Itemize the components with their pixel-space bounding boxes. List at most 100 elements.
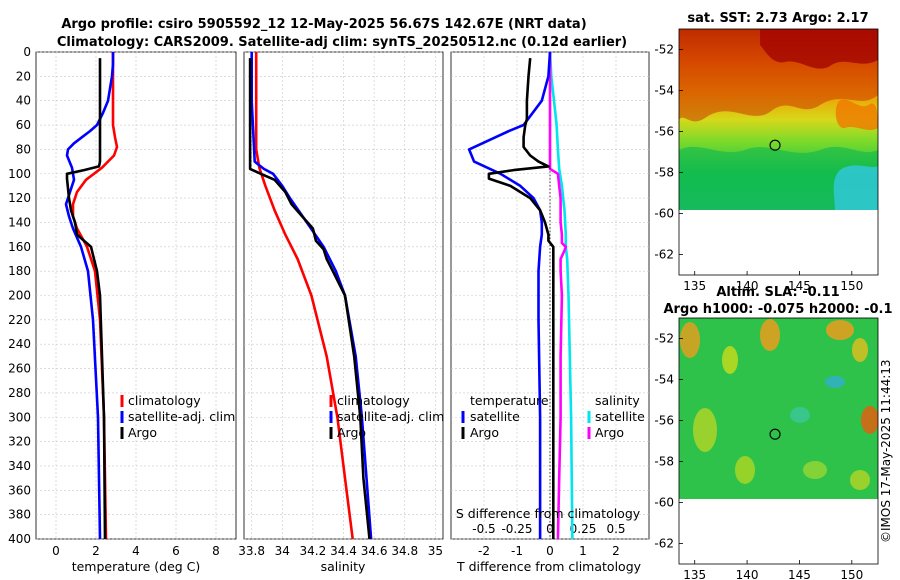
sla-blob bbox=[722, 346, 738, 374]
x-tick-label: 0 bbox=[546, 544, 554, 558]
legend-label-climatology-sal: climatology bbox=[337, 393, 410, 408]
sst-map-ticks: -52 -54 -56 -58 -60 -62 135 140 145 150 bbox=[654, 43, 863, 294]
temperature-diff-satellite-line bbox=[467, 51, 552, 539]
x-tick-label: -1 bbox=[511, 544, 523, 558]
grid-layer bbox=[36, 51, 649, 540]
x-tick-label: 33.8 bbox=[238, 544, 265, 558]
difference-xlabel: T difference from climatology bbox=[456, 559, 642, 574]
depth-tick-label: 400 bbox=[8, 532, 31, 546]
sla-blob bbox=[826, 320, 854, 340]
sla-map-ticks: -52 -54 -56 -58 -60 -62 135 140 145 150 bbox=[654, 332, 863, 580]
legend-label-argo-sal: Argo bbox=[337, 425, 366, 440]
sst-cold-patch bbox=[833, 165, 878, 210]
salinity-diff-satellite-line bbox=[548, 51, 574, 540]
temperature-legend: climatology satellite-adj. clim Argo bbox=[120, 393, 235, 440]
lat-tick-label: -60 bbox=[654, 496, 674, 510]
depth-tick-label: 120 bbox=[8, 191, 31, 205]
x-tick-labels: 0 2 4 6 8 33.8 34 34.2 34.4 34.6 34.8 35 -2 -1 0 1 2 -0.5… bbox=[52, 522, 625, 558]
legend-label-satellite: satellite-adj. clim bbox=[128, 409, 235, 424]
depth-tick-label: 280 bbox=[8, 386, 31, 400]
sla-map-title-line1: Altim. SLA: -0.11 bbox=[716, 285, 839, 300]
lon-tick-label: 135 bbox=[683, 279, 706, 293]
sla-blob bbox=[850, 470, 870, 490]
x-tick-label: 2 bbox=[612, 544, 620, 558]
depth-tick-label: 180 bbox=[8, 264, 31, 278]
top-x-tick-label: -0.25 bbox=[501, 522, 532, 536]
sla-argo-position-marker bbox=[769, 428, 781, 440]
legend-label-argo: Argo bbox=[128, 425, 157, 440]
legend-label-t-argo: Argo bbox=[470, 425, 499, 440]
sst-map-title: sat. SST: 2.73 Argo: 2.17 bbox=[687, 11, 868, 26]
lon-tick-label: 150 bbox=[840, 568, 863, 580]
depth-tick-label: 380 bbox=[8, 508, 31, 522]
sla-blob bbox=[735, 456, 755, 484]
lon-tick-label: 150 bbox=[840, 279, 863, 293]
sst-red-band bbox=[760, 29, 878, 69]
sst-orange-patch bbox=[835, 99, 878, 130]
sst-map: -52 -54 -56 -58 -60 -62 135 140 145 150 bbox=[654, 28, 879, 294]
imos-watermark: ©IMOS 17-May-2025 11:44:13 bbox=[879, 359, 893, 543]
sla-blob bbox=[680, 322, 700, 358]
lat-tick-label: -62 bbox=[654, 537, 674, 551]
sst-map-frame bbox=[678, 28, 879, 276]
x-tick-label: 1 bbox=[579, 544, 587, 558]
x-tick-label: 34.8 bbox=[391, 544, 418, 558]
lon-tick-label: 140 bbox=[736, 568, 759, 580]
lat-tick-label: -58 bbox=[654, 455, 674, 469]
sla-blob bbox=[825, 376, 845, 388]
depth-tick-label: 360 bbox=[8, 483, 31, 497]
depth-tick-label: 240 bbox=[8, 337, 31, 351]
figure-title-line2: Climatology: CARS2009. Satellite-adj cli… bbox=[57, 35, 627, 50]
lon-tick-label: 140 bbox=[736, 279, 759, 293]
depth-tick-label: 80 bbox=[16, 142, 31, 156]
depth-tick-labels: 0 20 40 60 80 100 120 140 160 180 200 220 240 260 280 3… bbox=[8, 45, 31, 546]
lon-tick-label: 145 bbox=[788, 568, 811, 580]
x-tick-label: 34.6 bbox=[361, 544, 388, 558]
sla-blob bbox=[693, 408, 717, 452]
legend-label-t-satellite: satellite bbox=[470, 409, 520, 424]
legend-title-temperature: temperature bbox=[470, 393, 549, 408]
x-tick-label: 8 bbox=[212, 544, 220, 558]
temperature-diff-argo-line bbox=[487, 57, 555, 539]
figure-title-line1: Argo profile: csiro 5905592_12 12-May-20… bbox=[61, 17, 586, 32]
salinity-legend: climatology satellite-adj. clim Argo bbox=[329, 393, 444, 440]
salinity-xlabel: salinity bbox=[321, 559, 366, 574]
top-x-tick-label: -0.5 bbox=[472, 522, 495, 536]
depth-tick-label: 300 bbox=[8, 410, 31, 424]
x-tick-label: 34 bbox=[275, 544, 290, 558]
x-tick-label: 2 bbox=[92, 544, 100, 558]
lat-tick-label: -56 bbox=[654, 414, 674, 428]
sla-map-title-line2: Argo h1000: -0.075 h2000: -0.1 bbox=[663, 302, 892, 317]
lon-tick-label: 145 bbox=[788, 279, 811, 293]
lat-tick-label: -54 bbox=[654, 84, 674, 98]
difference-legend: temperature salinity satellite Argo sate… bbox=[461, 393, 645, 440]
top-x-tick-label: 0.25 bbox=[570, 522, 597, 536]
depth-tick-label: 320 bbox=[8, 435, 31, 449]
depth-tick-label: 60 bbox=[16, 118, 31, 132]
temperature-xlabel: temperature (deg C) bbox=[72, 559, 201, 574]
x-tick-label: 6 bbox=[172, 544, 180, 558]
sla-blob bbox=[861, 406, 878, 434]
x-tick-label: 35 bbox=[428, 544, 443, 558]
sla-field bbox=[679, 318, 878, 499]
depth-tick-label: 140 bbox=[8, 215, 31, 229]
depth-tick-label: 260 bbox=[8, 362, 31, 376]
salinity-climatology-line bbox=[254, 52, 354, 540]
depth-tick-label: 160 bbox=[8, 240, 31, 254]
x-tick-label: -2 bbox=[478, 544, 490, 558]
lat-tick-label: -52 bbox=[654, 332, 674, 346]
sla-blob bbox=[852, 338, 868, 362]
lat-tick-label: -58 bbox=[654, 166, 674, 180]
legend-label-s-argo: Argo bbox=[595, 425, 624, 440]
lat-tick-label: -60 bbox=[654, 207, 674, 221]
x-tick-label: 4 bbox=[132, 544, 140, 558]
difference-top-xlabel: S difference from climatology bbox=[456, 506, 641, 521]
sla-map: -52 -54 -56 -58 -60 -62 135 140 145 150 bbox=[654, 317, 879, 580]
depth-tick-label: 40 bbox=[16, 94, 31, 108]
temperature-satellite-line bbox=[64, 52, 115, 540]
depth-tick-label: 0 bbox=[23, 45, 31, 59]
lat-tick-label: -56 bbox=[654, 125, 674, 139]
top-x-tick-label: 0.5 bbox=[606, 522, 625, 536]
depth-tick-label: 220 bbox=[8, 313, 31, 327]
